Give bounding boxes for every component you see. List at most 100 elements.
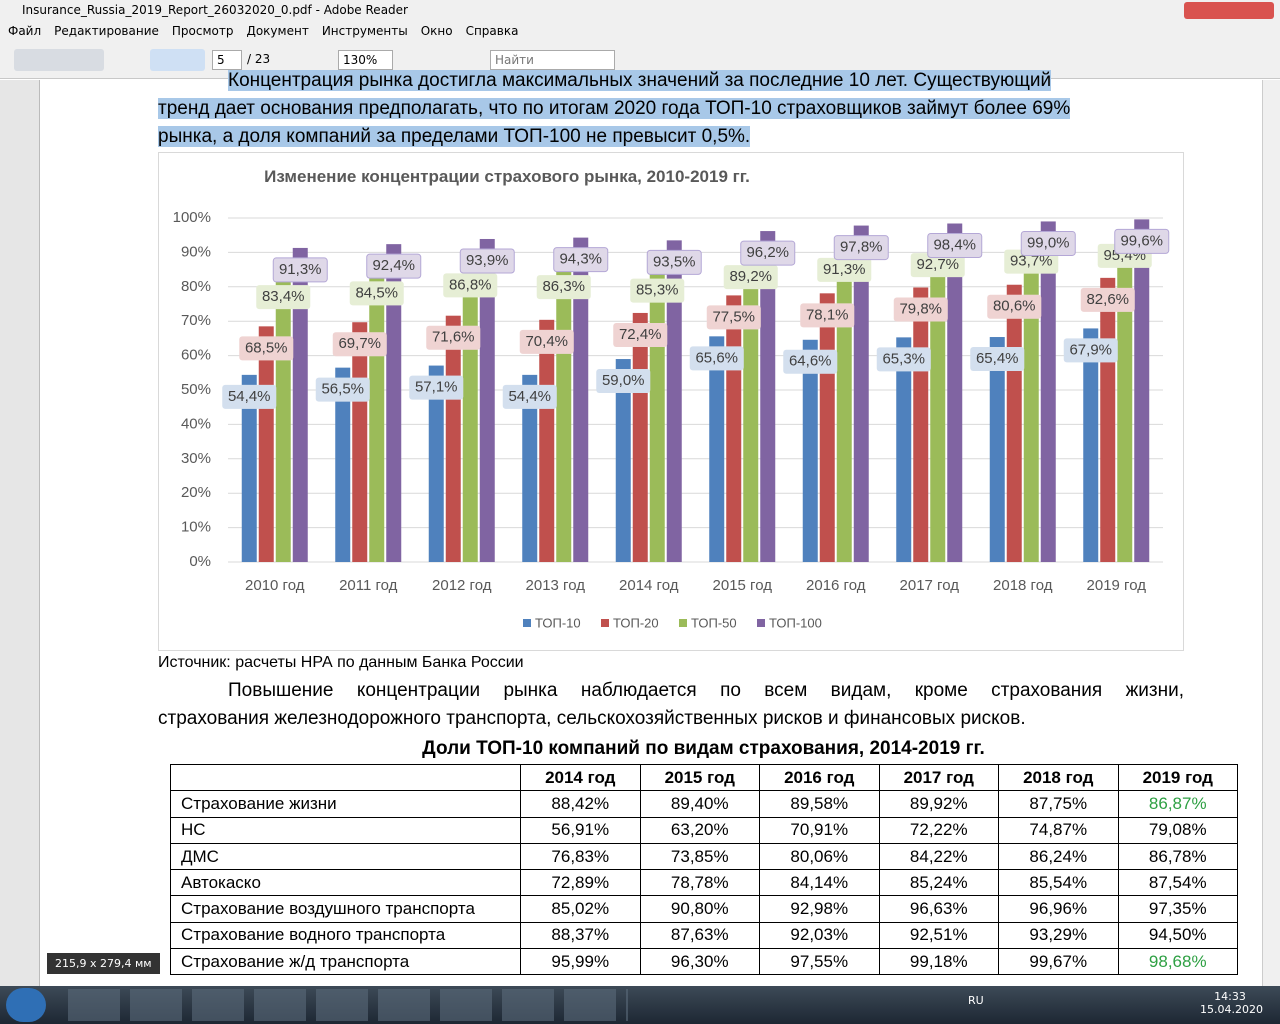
- table-cell: 86,24%: [998, 842, 1119, 871]
- search-box[interactable]: Найти: [490, 50, 615, 70]
- bar: [445, 315, 461, 562]
- bar: [1006, 284, 1022, 562]
- data-label: 86,3%: [542, 278, 585, 295]
- menu-item[interactable]: Справка: [465, 24, 519, 38]
- data-label-box: [519, 329, 574, 354]
- data-label-box: [1080, 287, 1135, 312]
- bar: [292, 247, 308, 562]
- data-label-box: [426, 325, 481, 350]
- data-label-box: [833, 235, 889, 261]
- data-label-box: [970, 347, 1025, 372]
- table-cell: 84,22%: [878, 842, 999, 871]
- bar: [649, 268, 665, 562]
- window-buttons[interactable]: [1184, 2, 1274, 19]
- table-cell: 78,78%: [639, 869, 760, 897]
- clock[interactable]: 14:33 15.04.2020: [1200, 990, 1263, 1016]
- data-label-box: [910, 253, 965, 278]
- header-cell: [170, 763, 521, 792]
- data-label-box: [740, 240, 796, 266]
- table-cell: 94,50%: [1117, 921, 1238, 950]
- x-tick-label: 2017 год: [900, 577, 960, 594]
- page-arrows[interactable]: [150, 49, 205, 71]
- bar: [1040, 221, 1056, 562]
- data-label-box: [502, 384, 557, 409]
- legend-label: ТОП-10: [535, 615, 581, 630]
- bar: [913, 287, 929, 562]
- bar: [709, 336, 725, 562]
- table-cell: 90,80%: [639, 895, 760, 923]
- header-cell: 2016 год: [759, 763, 880, 792]
- language[interactable]: RU: [968, 994, 984, 1007]
- data-label-box: [553, 247, 608, 272]
- table-cell: 96,30%: [639, 948, 760, 976]
- table-cell: 95,99%: [520, 948, 641, 976]
- bar: [989, 337, 1005, 562]
- bar: [241, 374, 257, 562]
- page-size: 215,9 x 279,4 мм: [47, 953, 160, 974]
- y-tick-label: 60%: [181, 347, 211, 364]
- legend-swatch: [523, 619, 531, 627]
- data-label-box: [817, 257, 872, 282]
- data-label-box: [426, 325, 481, 350]
- data-label-box: [409, 375, 464, 400]
- bar: [896, 337, 912, 562]
- data-label-box: [536, 275, 591, 300]
- scrollbar[interactable]: [1262, 80, 1280, 986]
- data-label-box: [876, 347, 931, 372]
- menu-item[interactable]: Файл: [8, 24, 42, 38]
- table-cell: 74,87%: [998, 816, 1119, 844]
- menu-item[interactable]: Инструменты: [321, 24, 408, 38]
- y-tick-label: 70%: [181, 312, 211, 329]
- table-row: Автокаско 72,89% 78,78% 84,14% 85,24% 85,54% 8…: [170, 869, 1238, 897]
- data-label: 68,5%: [245, 339, 288, 356]
- page-input[interactable]: 5: [212, 50, 242, 70]
- start-button[interactable]: [6, 988, 46, 1022]
- table-cell: 97,55%: [759, 948, 880, 976]
- table-cell: 72,22%: [878, 816, 999, 844]
- x-tick-label: 2010 год: [245, 577, 305, 594]
- menu-item[interactable]: Редактирование: [54, 24, 159, 38]
- menu-item[interactable]: Просмотр: [171, 24, 234, 38]
- y-tick-label: 100%: [173, 209, 211, 226]
- data-label: 65,4%: [976, 350, 1019, 367]
- menu-bar: Файл Редактирование Просмотр Документ Инстру…: [0, 21, 1280, 41]
- bar: [369, 271, 385, 562]
- data-label-box: [332, 332, 387, 357]
- menu-item[interactable]: Окно: [420, 24, 453, 38]
- data-label: 91,3%: [279, 261, 322, 278]
- data-label: 54,4%: [508, 388, 551, 405]
- menu-item[interactable]: Документ: [246, 24, 309, 38]
- tool-icons[interactable]: [14, 49, 104, 71]
- table-row: Страхование воздушного транспорта 85,02% 9…: [170, 895, 1238, 923]
- chart: Изменение концентрации страхового рынка,…: [158, 152, 1184, 651]
- data-label: 93,9%: [466, 252, 509, 269]
- data-label-box: [273, 257, 328, 282]
- bar: [522, 374, 538, 562]
- data-label-box: [893, 297, 948, 322]
- table-cell: 88,37%: [520, 921, 641, 950]
- data-label-box: [970, 347, 1025, 372]
- data-label: 78,1%: [806, 306, 849, 323]
- x-tick-label: 2013 год: [526, 577, 586, 594]
- table-cell: 86,78%: [1117, 842, 1238, 871]
- legend-label: ТОП-100: [769, 615, 822, 630]
- data-label: 54,4%: [228, 388, 271, 405]
- table-cell: 85,54%: [998, 869, 1119, 897]
- data-label: 69,7%: [338, 335, 381, 352]
- header-cell: 2018 год: [998, 763, 1119, 792]
- data-label: 64,6%: [789, 353, 832, 370]
- data-label-box: [222, 384, 277, 409]
- legend-label: ТОП-50: [691, 615, 737, 630]
- taskbar-apps[interactable]: [68, 989, 628, 1021]
- data-label-box: [256, 285, 311, 310]
- data-label-box: [332, 332, 387, 357]
- bar: [760, 231, 776, 562]
- header-cell: 2014 год: [520, 763, 641, 792]
- table-cell: 85,02%: [520, 895, 641, 923]
- bar: [479, 238, 495, 562]
- table-cell: 92,98%: [759, 895, 880, 923]
- table-cell: Страхование воздушного транспорта: [170, 895, 521, 923]
- x-tick-label: 2012 год: [432, 577, 492, 594]
- table-cell: 93,29%: [998, 921, 1119, 950]
- zoom-input[interactable]: 130%: [338, 50, 393, 70]
